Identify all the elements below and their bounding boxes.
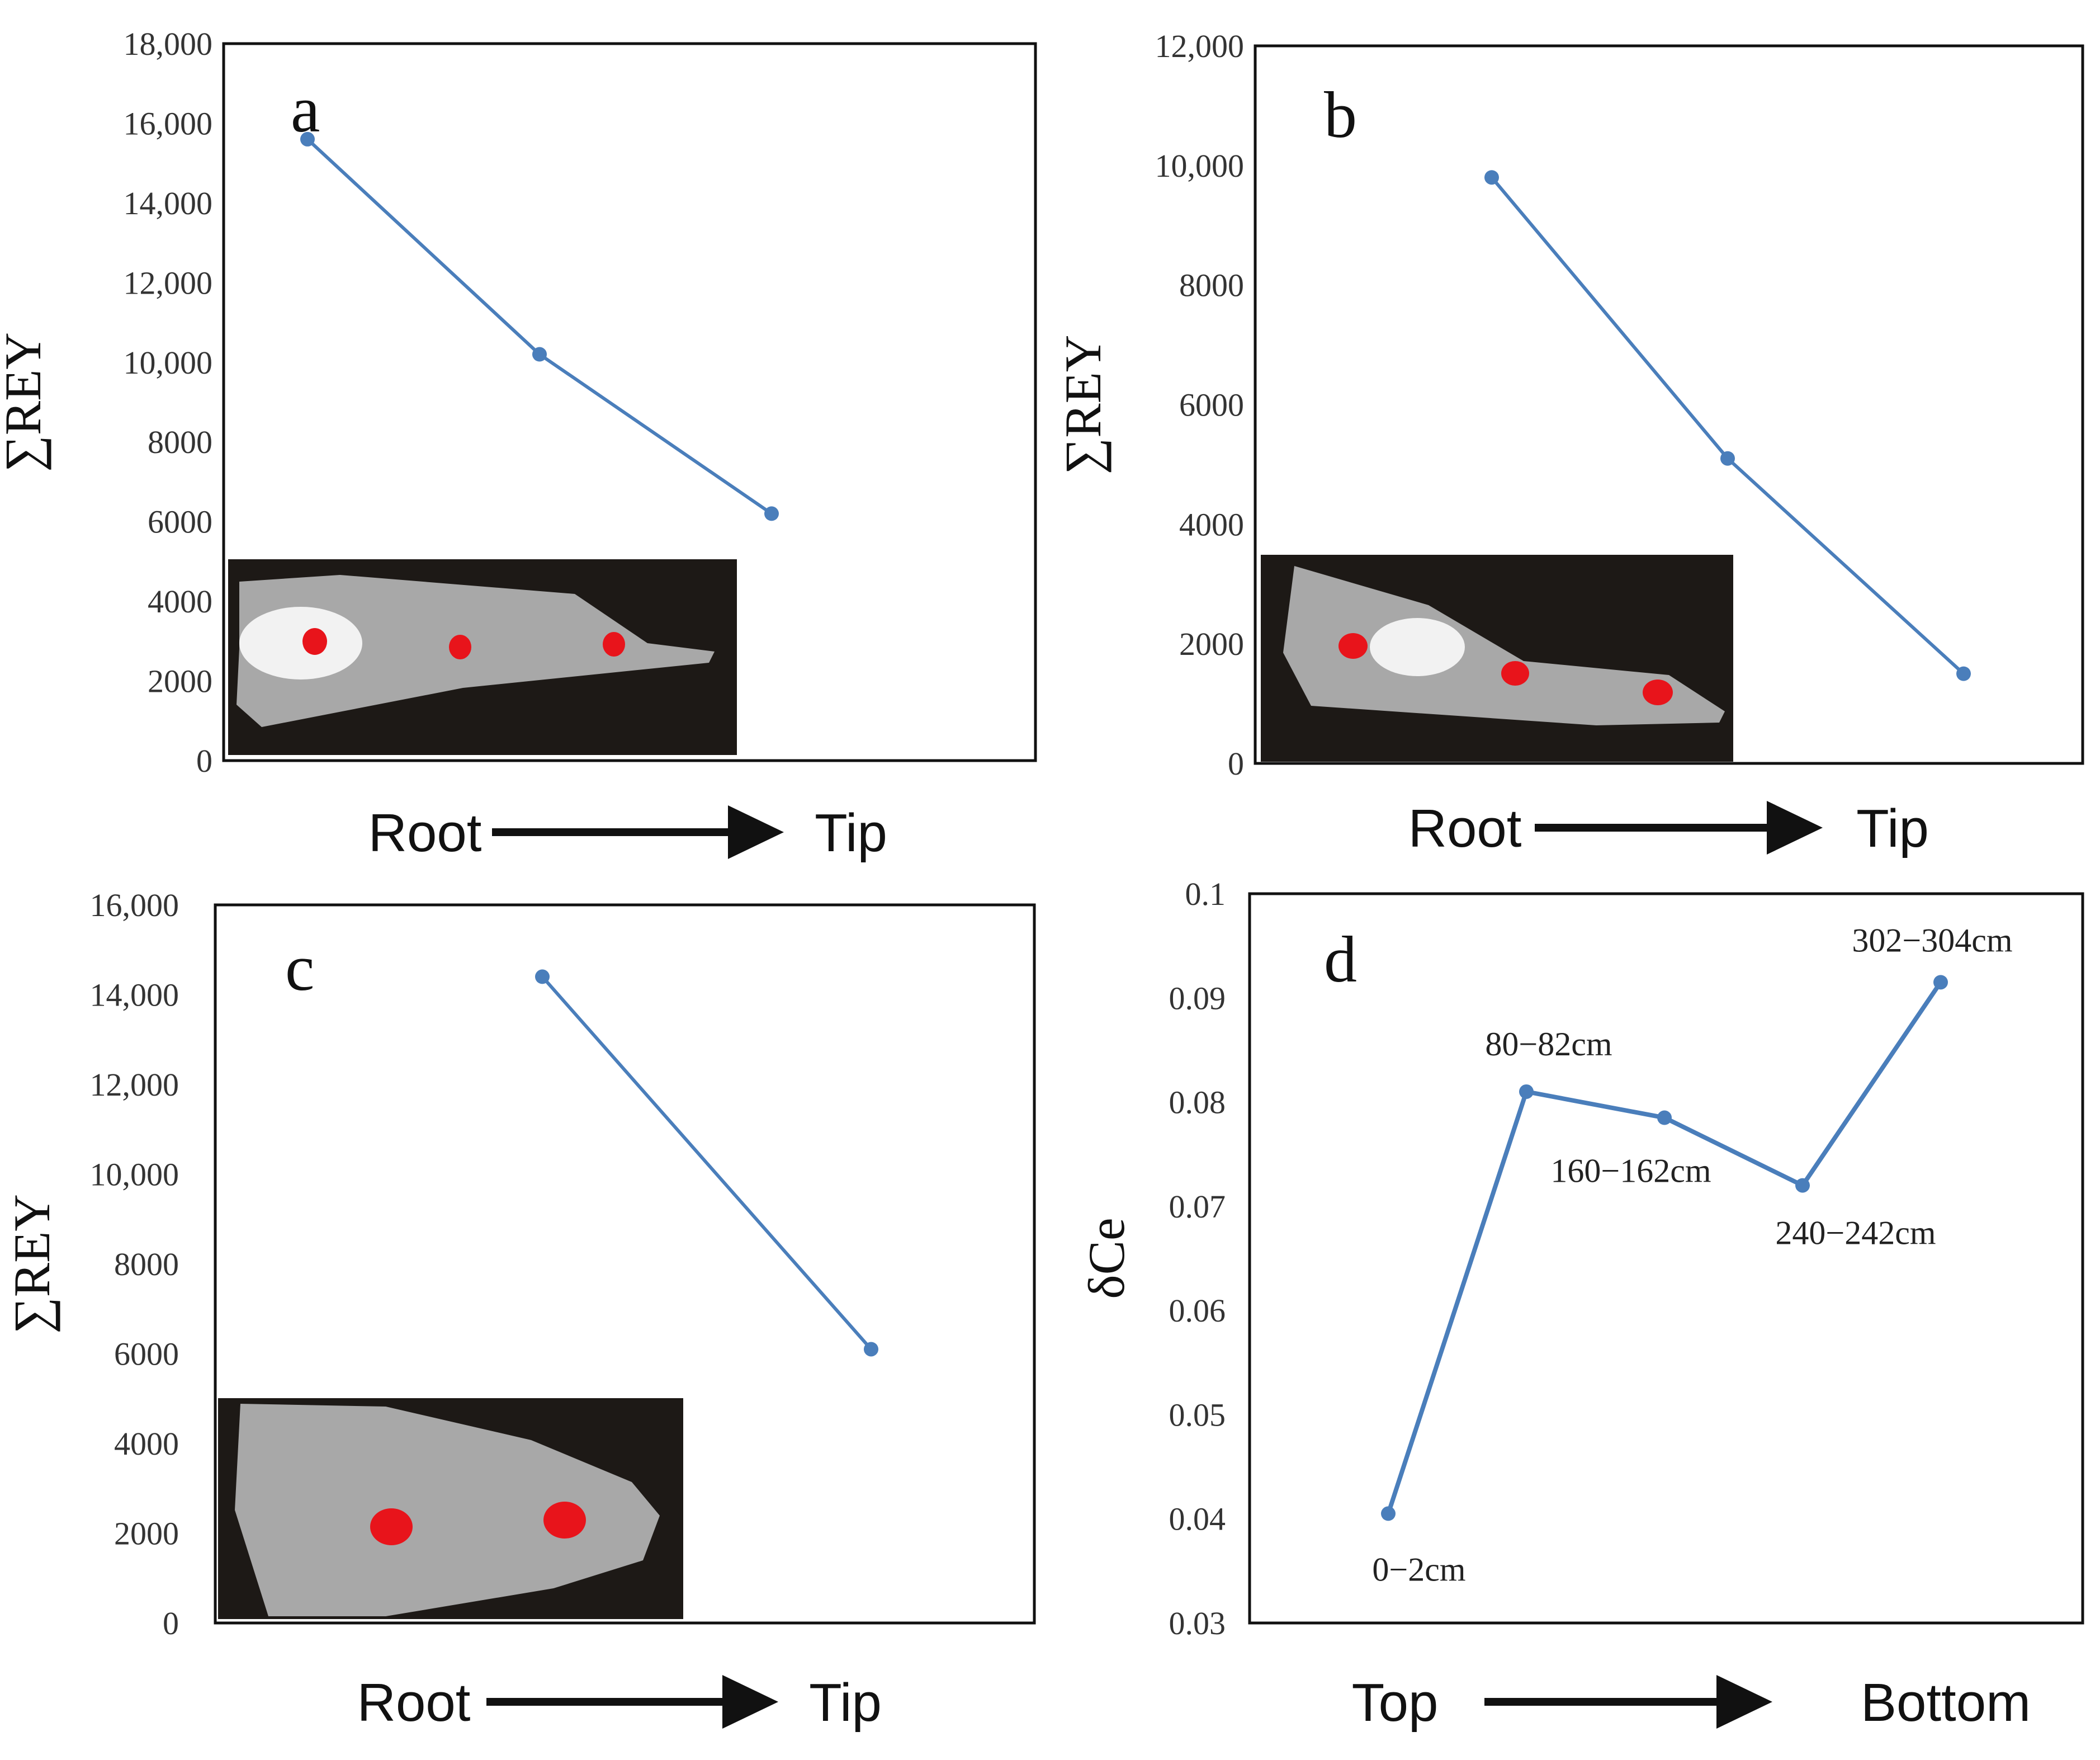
y-axis-label: δCe (1078, 1218, 1135, 1299)
y-tick-label: 4000 (148, 583, 212, 620)
y-tick-label: 2000 (148, 663, 212, 700)
sample-marker (302, 628, 327, 655)
y-tick-label: 0 (163, 1605, 179, 1641)
y-tick-label: 18,000 (124, 26, 213, 62)
sample-marker (543, 1502, 586, 1539)
y-tick-label: 0.08 (1169, 1084, 1226, 1121)
data-point (1933, 975, 1948, 990)
y-axis-label: ∑REY (0, 332, 51, 472)
sample-marker (1501, 661, 1529, 686)
specimen-bright-zone (1370, 618, 1465, 676)
panel-c: 0 2000 4000 6000 8000 10,000 12,000 14,000 16,00… (3, 887, 1036, 1733)
data-point (300, 131, 315, 147)
point-label: 240−242cm (1775, 1215, 1936, 1252)
x-label-start: Root (1408, 799, 1522, 858)
y-tick-label: 0 (1228, 745, 1244, 782)
y-tick-label: 12,000 (124, 265, 213, 301)
panel-d: 0.03 0.04 0.05 0.06 0.07 0.08 0.09 0.1 δCe d 0−2cm… (1078, 876, 2084, 1733)
point-label: 302−304cm (1852, 922, 2012, 959)
series-line (541, 975, 873, 1351)
inset-image (228, 559, 737, 755)
y-tick-label: 14,000 (90, 977, 179, 1013)
x-label-start: Root (357, 1673, 471, 1733)
y-tick-label: 10,000 (90, 1157, 179, 1193)
y-tick-label: 10,000 (124, 345, 213, 381)
y-tick-label: 6000 (148, 504, 212, 540)
point-label: 0−2cm (1372, 1551, 1465, 1588)
y-axis-label: ∑REY (3, 1194, 60, 1334)
data-point (1519, 1084, 1534, 1099)
direction-arrow-head (722, 1675, 778, 1729)
data-point (1657, 1110, 1672, 1125)
x-label-end: Tip (815, 803, 887, 863)
panel-b: 0 2000 4000 6000 8000 10,000 12,000 ∑REY b Root Ti… (1054, 28, 2084, 858)
panel-label: d (1324, 923, 1357, 996)
y-tick-label: 0.05 (1169, 1396, 1226, 1433)
direction-arrow-head (728, 805, 784, 859)
panel-label: c (285, 931, 314, 1004)
x-label-end: Bottom (1861, 1673, 2031, 1733)
sample-marker (1338, 633, 1368, 659)
y-axis-label: ∑REY (1054, 335, 1112, 475)
y-tick-label: 6000 (114, 1336, 179, 1372)
x-label-end: Tip (809, 1673, 882, 1733)
data-point (532, 347, 547, 362)
y-tick-label: 8000 (114, 1246, 179, 1282)
y-tick-label: 2000 (1179, 626, 1244, 662)
data-point (1720, 451, 1735, 466)
sample-marker (449, 635, 471, 659)
y-tick-label: 0.03 (1169, 1605, 1226, 1641)
data-point (764, 506, 779, 521)
sample-marker (370, 1508, 413, 1545)
point-label: 160−162cm (1550, 1153, 1711, 1190)
point-label: 80−82cm (1485, 1026, 1612, 1063)
y-tick-label: 0 (196, 743, 212, 779)
y-tick-label: 14,000 (124, 185, 213, 221)
panel-a: 0 2000 4000 6000 8000 10,000 12,000 14,000 16,00… (0, 26, 1037, 863)
specimen-shape (237, 575, 715, 727)
plot-frame (1248, 892, 2084, 1625)
y-tick-label: 8000 (1179, 267, 1244, 304)
direction-arrow-head (1767, 801, 1823, 855)
specimen-bright-zone (239, 607, 362, 680)
y-tick-label: 16,000 (124, 105, 213, 141)
data-point (535, 969, 550, 984)
y-tick-label: 2000 (114, 1516, 179, 1552)
data-point (1381, 1506, 1396, 1521)
data-point (864, 1342, 878, 1357)
data-point (1484, 170, 1499, 185)
y-tick-label: 12,000 (90, 1067, 179, 1103)
specimen-shape (1283, 566, 1725, 725)
y-tick-label: 4000 (1179, 506, 1244, 542)
y-tick-label: 0.07 (1169, 1188, 1226, 1225)
panel-label: b (1324, 78, 1357, 152)
specimen-shape (235, 1404, 660, 1616)
y-tick-label: 0.09 (1169, 980, 1226, 1016)
x-label-start: Top (1352, 1673, 1439, 1733)
y-tick-label: 0.1 (1185, 876, 1226, 912)
data-point (1956, 666, 1971, 681)
x-label-end: Tip (1856, 799, 1929, 858)
sample-marker (603, 632, 625, 657)
y-tick-label: 6000 (1179, 387, 1244, 423)
y-tick-label: 12,000 (1155, 28, 1245, 64)
data-point (1795, 1178, 1810, 1193)
y-tick-label: 8000 (148, 424, 212, 460)
y-tick-label: 0.06 (1169, 1292, 1226, 1329)
y-tick-label: 10,000 (1155, 148, 1245, 184)
sample-marker (1643, 680, 1673, 705)
inset-image (1261, 555, 1733, 762)
y-tick-label: 4000 (114, 1426, 179, 1462)
inset-image (218, 1398, 683, 1619)
y-tick-label: 0.04 (1169, 1501, 1226, 1537)
x-label-start: Root (368, 803, 482, 863)
direction-arrow-head (1716, 1675, 1772, 1729)
y-tick-label: 16,000 (90, 887, 179, 923)
